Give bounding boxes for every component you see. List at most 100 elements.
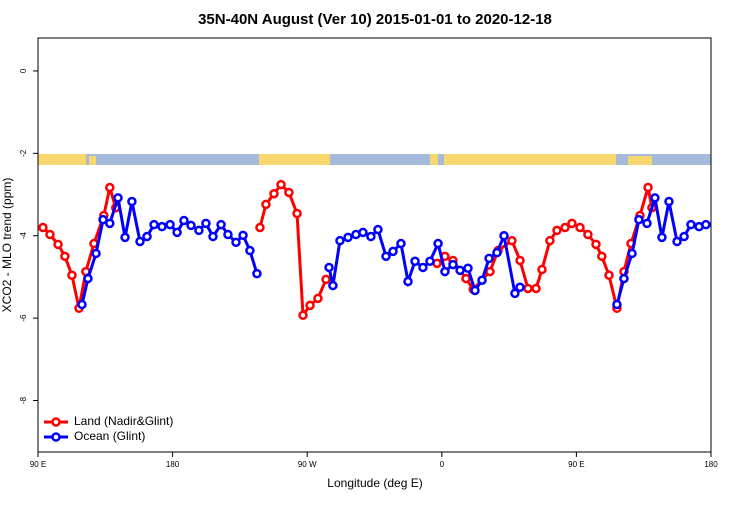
point: [105, 182, 115, 193]
point: [425, 256, 435, 267]
legend-label: Ocean (Glint): [74, 429, 145, 443]
point: [686, 219, 696, 230]
y-tick-label: -6: [19, 314, 28, 322]
point: [366, 231, 376, 242]
point: [172, 227, 182, 238]
plot-frame: [37, 37, 712, 453]
point: [499, 230, 509, 241]
y-tick-label: -8: [19, 396, 28, 404]
land-band: [430, 154, 438, 165]
land-band: [38, 154, 86, 165]
land-mask-strip: [38, 154, 711, 165]
point: [657, 232, 667, 243]
legend-label: Land (Nadir&Glint): [74, 414, 173, 428]
point: [373, 224, 383, 235]
point: [208, 231, 218, 242]
point: [53, 239, 63, 250]
point: [324, 262, 334, 273]
point: [461, 273, 471, 284]
point: [135, 236, 145, 247]
point: [335, 235, 345, 246]
point: [179, 215, 189, 226]
point: [252, 268, 262, 279]
land-band: [444, 154, 616, 165]
point: [358, 227, 368, 238]
point: [545, 235, 555, 246]
point: [531, 283, 541, 294]
x-axis-label: Longitude (deg E): [327, 476, 422, 490]
point: [567, 218, 577, 229]
point: [619, 273, 629, 284]
y-tick-label: -4: [19, 232, 28, 240]
point: [642, 218, 652, 229]
point: [627, 248, 637, 259]
point: [597, 251, 607, 262]
point: [433, 238, 443, 249]
point: [510, 288, 520, 299]
point: [255, 222, 265, 233]
legend-marker: [51, 432, 61, 442]
x-tick-label: 180: [704, 460, 718, 469]
point: [276, 179, 286, 190]
point: [343, 232, 353, 243]
x-tick-label: 90 W: [298, 460, 317, 469]
point: [298, 310, 308, 320]
x-tick-label: 180: [166, 460, 180, 469]
point: [149, 219, 159, 230]
point: [591, 239, 601, 250]
point: [448, 259, 458, 270]
point: [507, 235, 517, 246]
point: [98, 214, 108, 225]
point: [381, 251, 391, 262]
point: [418, 262, 428, 273]
point: [313, 293, 323, 304]
point: [455, 265, 465, 276]
point: [328, 280, 338, 291]
point: [201, 218, 211, 229]
point: [523, 283, 533, 294]
point: [679, 231, 689, 242]
ocean-band: [38, 154, 711, 165]
point: [485, 266, 495, 277]
point: [261, 199, 271, 210]
land-band: [259, 154, 330, 165]
point: [186, 220, 196, 231]
point: [91, 248, 101, 259]
point: [284, 187, 294, 198]
legend-marker: [51, 417, 61, 427]
point: [492, 247, 502, 258]
chart-title: 35N-40N August (Ver 10) 2015-01-01 to 20…: [198, 11, 552, 28]
point: [165, 219, 175, 230]
y-axis-label: XCO2 - MLO trend (ppm): [0, 178, 14, 313]
point: [410, 256, 420, 267]
point: [245, 245, 255, 256]
point: [396, 238, 406, 249]
point: [120, 232, 130, 243]
point: [515, 255, 525, 266]
point: [484, 253, 494, 264]
x-tick-label: 0: [440, 460, 445, 469]
point: [321, 274, 331, 285]
point: [292, 208, 302, 219]
point: [223, 229, 233, 240]
x-tick-label: 90 E: [568, 460, 584, 469]
point: [650, 193, 660, 203]
y-tick-label: 0: [19, 68, 28, 73]
point: [612, 299, 622, 310]
point: [38, 222, 48, 233]
land-band: [628, 156, 652, 165]
point: [664, 196, 674, 207]
point: [142, 231, 152, 242]
point: [604, 270, 614, 281]
point: [537, 264, 547, 275]
point: [575, 222, 585, 233]
point: [238, 230, 248, 241]
point: [701, 219, 711, 230]
point: [440, 266, 450, 277]
point: [463, 263, 473, 274]
point: [643, 182, 653, 193]
x-tick-label: 90 E: [30, 460, 46, 469]
point: [105, 218, 115, 229]
